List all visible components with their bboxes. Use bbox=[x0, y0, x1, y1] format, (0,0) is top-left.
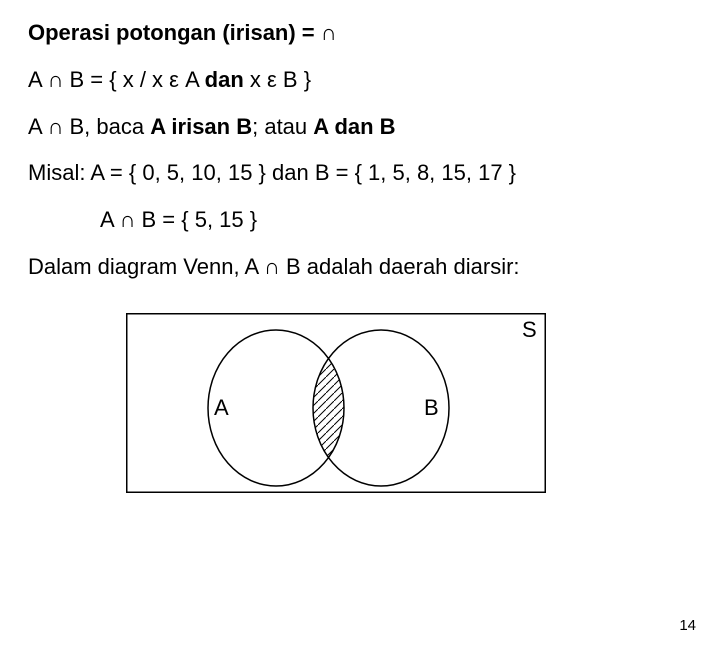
example-sets: Misal: A = { 0, 5, 10, 15 } dan B = { 1,… bbox=[28, 158, 692, 189]
definition-line: A ∩ B = { x / x ε A dan x ε B } bbox=[28, 65, 692, 96]
def-p1: A ∩ B = { x / x ε A bbox=[28, 67, 205, 92]
read-p3: ; atau bbox=[252, 114, 313, 139]
read-p1: A ∩ B, baca bbox=[28, 114, 150, 139]
def-p3: x ε B } bbox=[244, 67, 311, 92]
read-p2: A irisan B bbox=[150, 114, 252, 139]
svg-text:B: B bbox=[424, 395, 439, 420]
example-result: A ∩ B = { 5, 15 } bbox=[28, 205, 692, 236]
title-text: Operasi potongan (irisan) = bbox=[28, 20, 321, 45]
def-p2: dan bbox=[205, 67, 244, 92]
svg-text:S: S bbox=[522, 317, 537, 342]
reading-line: A ∩ B, baca A irisan B; atau A dan B bbox=[28, 112, 692, 143]
venn-diagram: A B S bbox=[126, 313, 692, 498]
page-number: 14 bbox=[679, 617, 696, 634]
title-symbol: ∩ bbox=[321, 20, 337, 45]
svg-text:A: A bbox=[214, 395, 229, 420]
read-p4: A dan B bbox=[313, 114, 395, 139]
title-line: Operasi potongan (irisan) = ∩ bbox=[28, 18, 692, 49]
venn-caption: Dalam diagram Venn, A ∩ B adalah daerah … bbox=[28, 252, 692, 283]
